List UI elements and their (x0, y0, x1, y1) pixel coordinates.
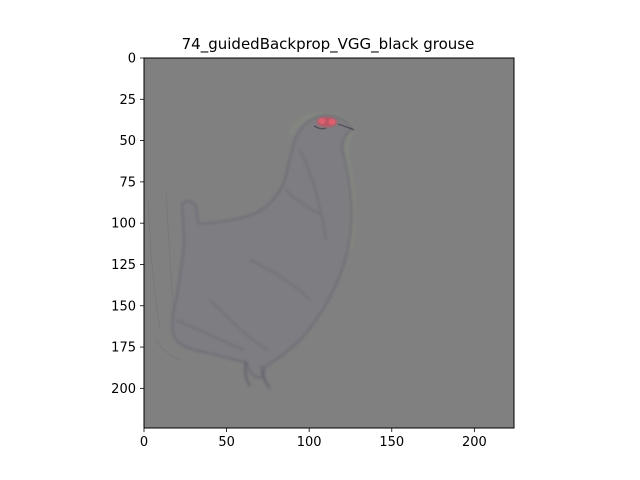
x-axis: 0 50 100 150 200 (140, 428, 487, 450)
x-tick-label: 0 (140, 435, 148, 450)
y-axis: 0 25 50 75 100 125 150 175 200 (111, 52, 144, 397)
y-tick-label: 100 (111, 217, 136, 232)
x-tick-label: 150 (379, 435, 404, 450)
y-tick-label: 200 (111, 382, 136, 397)
plot-area (143, 57, 515, 429)
y-tick-label: 175 (111, 341, 136, 356)
y-tick-label: 125 (111, 258, 136, 273)
chart-title: 74_guidedBackprop_VGG_black grouse (182, 35, 475, 54)
x-tick-label: 50 (218, 435, 235, 450)
y-tick-label: 150 (111, 299, 136, 314)
axes-frame (143, 57, 515, 429)
x-tick-label: 100 (297, 435, 322, 450)
grouse-saliency-silhouette (147, 113, 355, 389)
y-tick-label: 75 (119, 175, 136, 190)
y-tick-label: 0 (128, 52, 136, 67)
y-tick-label: 25 (119, 93, 136, 108)
y-tick-label: 50 (119, 134, 136, 149)
x-tick-label: 200 (462, 435, 487, 450)
